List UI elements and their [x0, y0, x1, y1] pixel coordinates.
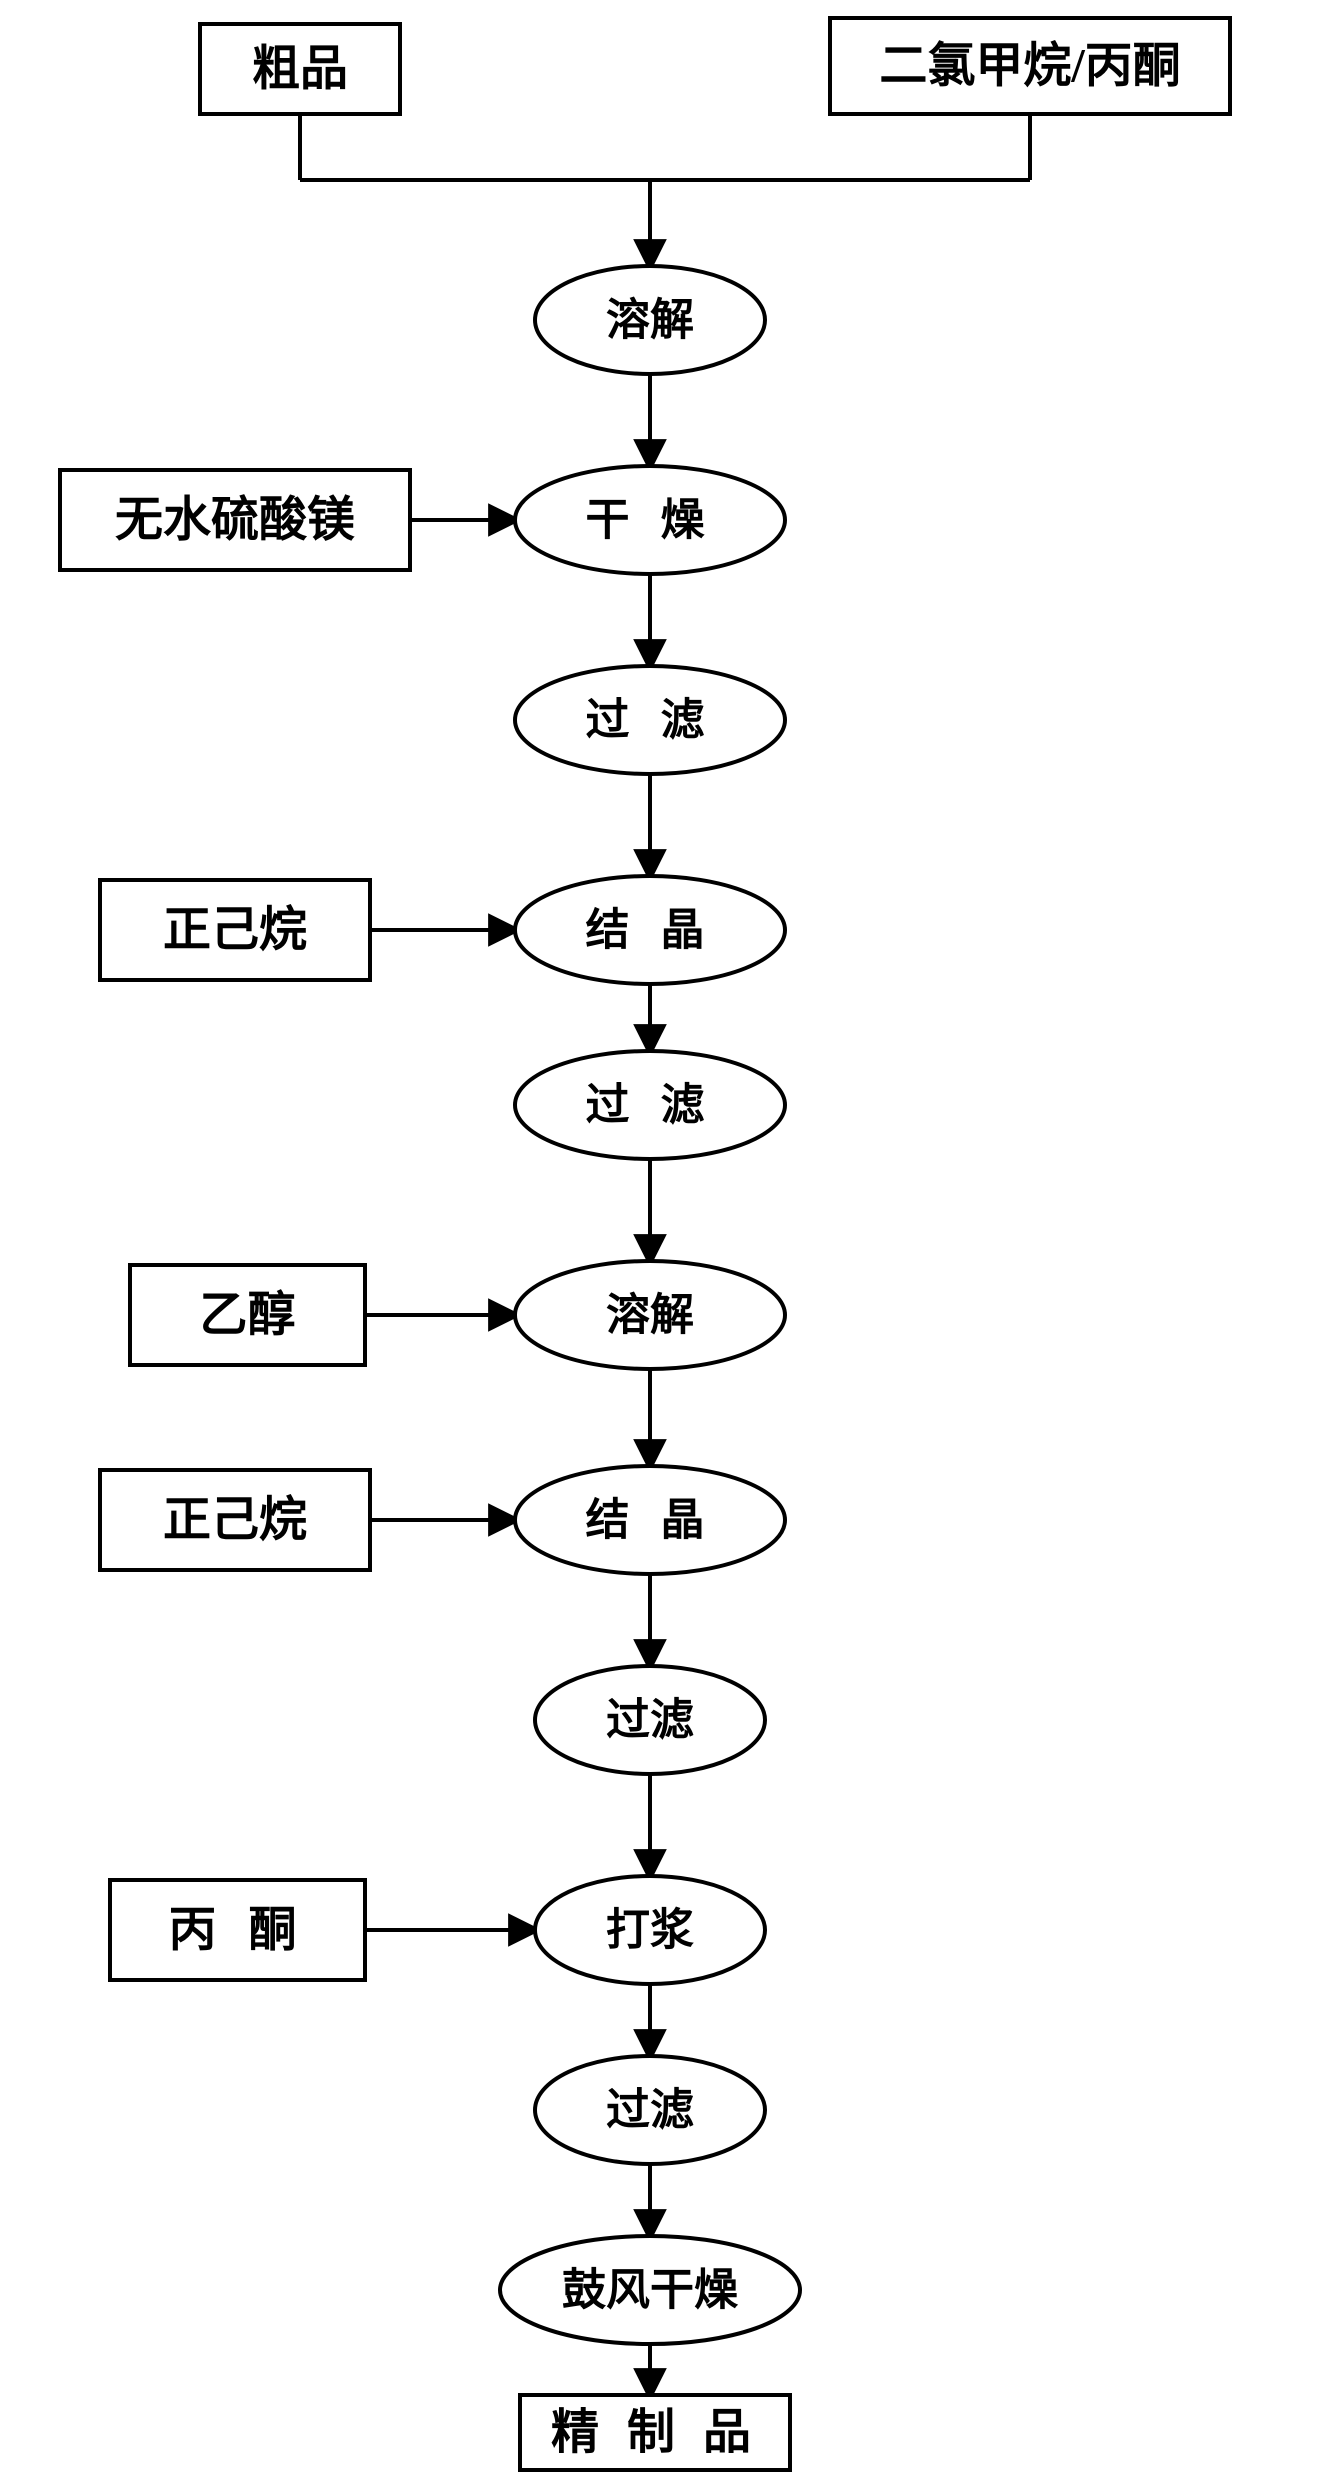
step-slurry-label: 打浆 [606, 1906, 694, 1955]
step-dry-label: 干 燥 [586, 496, 715, 545]
step-slurry: 打浆 [535, 1876, 765, 1984]
step-dissolve1: 溶解 [535, 266, 765, 374]
step-dissolve2-label: 溶解 [606, 1291, 694, 1340]
in-crude-label: 粗品 [252, 43, 348, 96]
in-acetone: 丙 酮 [110, 1880, 365, 1980]
in-acetone-label: 丙 酮 [168, 1904, 306, 1957]
out-refined: 精 制 品 [520, 2395, 790, 2470]
step-cryst1: 结 晶 [515, 876, 785, 984]
out-refined-label: 精 制 品 [551, 2406, 759, 2459]
nodes-group: 粗品二氯甲烷/丙酮溶解无水硫酸镁干 燥过 滤正己烷结 晶过 滤乙醇溶解正己烷结 … [60, 18, 1230, 2470]
step-filter2-label: 过 滤 [586, 1081, 715, 1130]
flowchart-canvas: 粗品二氯甲烷/丙酮溶解无水硫酸镁干 燥过 滤正己烷结 晶过 滤乙醇溶解正己烷结 … [0, 0, 1332, 2482]
step-dry: 干 燥 [515, 466, 785, 574]
in-crude: 粗品 [200, 24, 400, 114]
step-filter4-label: 过滤 [606, 2086, 694, 2135]
in-ethanol: 乙醇 [130, 1265, 365, 1365]
edges-group [300, 114, 1030, 2395]
in-dcm: 二氯甲烷/丙酮 [830, 18, 1230, 114]
step-cryst1-label: 结 晶 [586, 906, 715, 955]
in-ethanol-label: 乙醇 [199, 1289, 295, 1342]
in-hexane1-label: 正己烷 [163, 904, 307, 957]
step-blowdry: 鼓风干燥 [500, 2236, 800, 2344]
step-dissolve2: 溶解 [515, 1261, 785, 1369]
in-mgso4: 无水硫酸镁 [60, 470, 410, 570]
step-cryst2-label: 结 晶 [586, 1496, 715, 1545]
step-blowdry-label: 鼓风干燥 [562, 2266, 739, 2315]
in-hexane2-label: 正己烷 [163, 1494, 307, 1547]
step-dissolve1-label: 溶解 [606, 296, 694, 345]
step-filter3: 过滤 [535, 1666, 765, 1774]
step-filter1-label: 过 滤 [586, 696, 715, 745]
step-filter4: 过滤 [535, 2056, 765, 2164]
step-cryst2: 结 晶 [515, 1466, 785, 1574]
in-hexane1: 正己烷 [100, 880, 370, 980]
in-hexane2: 正己烷 [100, 1470, 370, 1570]
step-filter2: 过 滤 [515, 1051, 785, 1159]
step-filter1: 过 滤 [515, 666, 785, 774]
step-filter3-label: 过滤 [606, 1696, 694, 1745]
in-mgso4-label: 无水硫酸镁 [115, 494, 355, 547]
in-dcm-label: 二氯甲烷/丙酮 [879, 40, 1180, 93]
